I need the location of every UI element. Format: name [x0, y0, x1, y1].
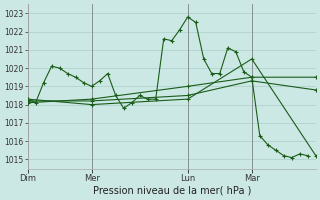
- X-axis label: Pression niveau de la mer( hPa ): Pression niveau de la mer( hPa ): [92, 186, 251, 196]
